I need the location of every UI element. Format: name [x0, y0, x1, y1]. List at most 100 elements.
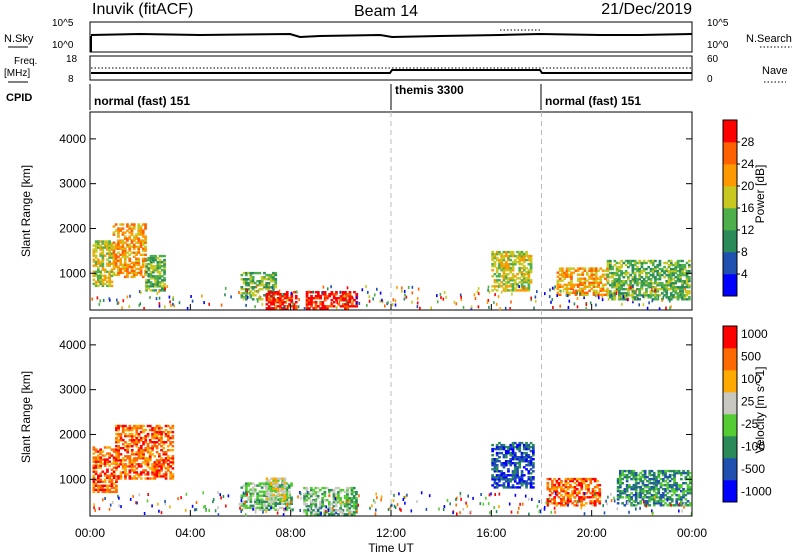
- power-cell: [158, 302, 161, 306]
- velocity-cell: [625, 496, 629, 499]
- velocity-cell: [115, 450, 118, 453]
- power-cell: [553, 287, 555, 291]
- velocity-cell: [310, 494, 313, 498]
- power-cell: [660, 284, 664, 287]
- power-cell: [271, 286, 274, 290]
- power-cell: [305, 307, 309, 310]
- power-cell: [97, 276, 100, 279]
- power-cell: [495, 302, 498, 306]
- power-cell: [251, 271, 255, 275]
- power-cell: [135, 251, 138, 254]
- power-cell: [525, 254, 528, 258]
- velocity-cell: [112, 486, 116, 490]
- power-cell: [563, 283, 566, 286]
- power-cell: [126, 229, 129, 232]
- power-cell: [604, 277, 607, 280]
- velocity-cell: [128, 477, 132, 480]
- velocity-cell: [520, 482, 524, 485]
- velocity-cell: [92, 484, 96, 487]
- velocity-cell: [126, 457, 130, 460]
- y-tick-label: 1000: [59, 472, 86, 486]
- power-cell: [106, 248, 109, 251]
- power-cell: [688, 296, 691, 299]
- power-cell: [599, 287, 603, 290]
- power-cell: [620, 286, 623, 289]
- power-cell: [493, 265, 497, 268]
- power-cell: [495, 256, 499, 260]
- velocity-cell: [133, 457, 136, 460]
- power-cell: [139, 245, 143, 248]
- velocity-cell: [167, 457, 170, 460]
- velocity-cell: [278, 484, 282, 487]
- velocity-data: [92, 424, 693, 517]
- velocity-cell: [121, 430, 125, 434]
- velocity-cell: [153, 426, 157, 430]
- power-cell: [618, 290, 621, 293]
- power-cell: [590, 273, 594, 276]
- velocity-cell: [126, 473, 130, 476]
- power-cell: [495, 281, 499, 284]
- power-cell: [647, 286, 651, 289]
- power-cell: [581, 281, 585, 284]
- velocity-cell: [591, 488, 595, 491]
- power-cell: [91, 297, 93, 301]
- power-cell: [97, 246, 100, 249]
- velocity-cell: [557, 482, 561, 485]
- power-cell: [119, 271, 122, 275]
- velocity-cell: [657, 502, 661, 505]
- velocity-cell: [119, 461, 123, 464]
- power-cell: [288, 297, 291, 300]
- freq-tick-bottom: 8: [68, 74, 74, 85]
- power-cell: [556, 283, 560, 286]
- power-cell: [638, 271, 641, 275]
- power-cell: [681, 263, 684, 267]
- power-cell: [504, 267, 508, 270]
- power-cell: [145, 285, 148, 288]
- power-cell: [249, 271, 253, 275]
- velocity-cell: [649, 498, 651, 502]
- velocity-cell: [155, 434, 159, 438]
- velocity-cell: [518, 462, 522, 465]
- velocity-cell: [591, 500, 595, 503]
- power-ylabel: Slant Range [km]: [19, 165, 33, 257]
- velocity-echo-region: [491, 441, 535, 489]
- power-cell: [685, 292, 689, 295]
- velocity-cell: [332, 511, 336, 514]
- velocity-cell: [171, 463, 175, 466]
- velocity-cell: [648, 477, 652, 481]
- power-cell: [674, 288, 678, 291]
- power-cell: [145, 267, 148, 270]
- power-cell: [99, 244, 102, 247]
- power-cell: [576, 297, 579, 300]
- velocity-cell: [553, 502, 556, 505]
- velocity-cell: [551, 482, 554, 485]
- power-echo-region: [556, 267, 609, 296]
- power-cell: [149, 265, 153, 268]
- velocity-cell: [319, 505, 322, 508]
- velocity-cell: [659, 482, 663, 485]
- velocity-cell: [602, 504, 604, 508]
- velocity-cell: [314, 505, 318, 508]
- velocity-cell: [144, 434, 148, 438]
- velocity-cell: [155, 426, 159, 430]
- power-cell: [658, 278, 662, 281]
- velocity-cell: [208, 509, 210, 512]
- velocity-cell: [525, 445, 528, 449]
- velocity-cell: [630, 502, 633, 505]
- velocity-cell: [323, 492, 327, 496]
- power-cell: [330, 305, 334, 308]
- velocity-cell: [171, 459, 175, 462]
- velocity-cell: [144, 463, 148, 466]
- velocity-cell: [560, 490, 563, 493]
- velocity-cell: [278, 506, 282, 509]
- power-cell: [525, 289, 528, 292]
- power-cell: [97, 274, 100, 277]
- velocity-cell: [416, 500, 418, 504]
- power-cell: [292, 305, 296, 308]
- velocity-cell: [283, 477, 287, 480]
- velocity-cell: [666, 488, 670, 491]
- velocity-cell: [153, 465, 157, 468]
- velocity-cell: [169, 477, 172, 480]
- nsky-tick-top: 10^5: [52, 18, 74, 29]
- power-cell: [323, 295, 327, 298]
